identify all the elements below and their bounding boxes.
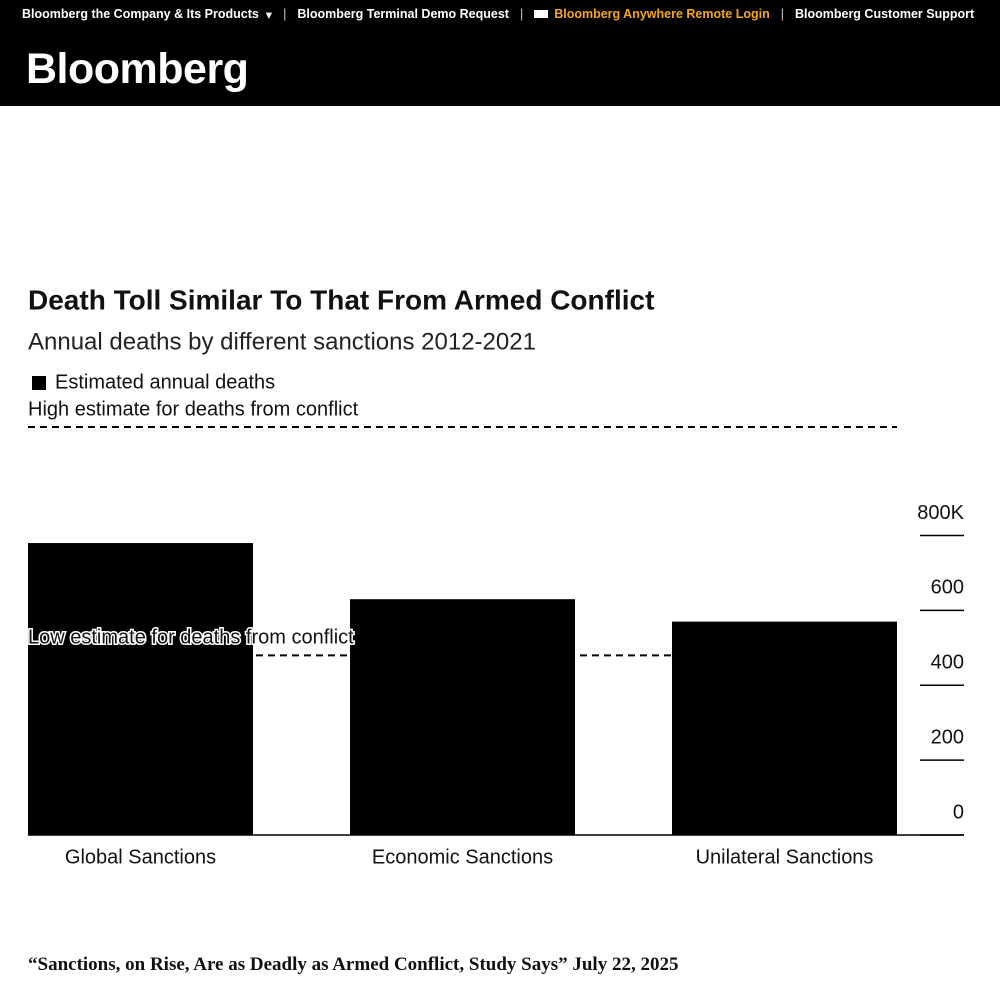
- y-tick-label: 400: [931, 652, 964, 674]
- caption: “Sanctions, on Rise, Are as Deadly as Ar…: [28, 954, 679, 975]
- nav-link[interactable]: Bloomberg Terminal Demo Request: [297, 7, 509, 21]
- y-tick-label: 600: [931, 577, 964, 599]
- nav-bar: Bloomberg the Company & Its Products ▾ |…: [22, 5, 974, 23]
- x-tick-label: Global Sanctions: [65, 846, 216, 868]
- header: Bloomberg the Company & Its Products ▾ |…: [0, 0, 1000, 106]
- bar: [672, 621, 897, 835]
- reference-label: High estimate for deaths from conflict: [28, 398, 359, 420]
- legend-swatch: [32, 376, 46, 390]
- reference-label: Low estimate for deaths from conflict: [28, 627, 354, 649]
- separator: |: [519, 7, 524, 21]
- chart-subtitle: Annual deaths by different sanctions 201…: [28, 328, 536, 355]
- terminal-icon: [534, 10, 549, 18]
- bar: [28, 543, 253, 835]
- chart-title: Death Toll Similar To That From Armed Co…: [28, 284, 654, 315]
- x-tick-label: Unilateral Sanctions: [696, 846, 874, 868]
- legend-label: Estimated annual deaths: [55, 371, 275, 393]
- separator: |: [780, 7, 784, 21]
- separator: |: [283, 7, 287, 21]
- logo[interactable]: Bloomberg: [26, 45, 249, 93]
- y-tick-label: 0: [953, 801, 964, 823]
- nav-link[interactable]: Bloomberg the Company & Its Products: [22, 7, 259, 21]
- x-tick-label: Economic Sanctions: [372, 846, 553, 868]
- dropdown-arrow[interactable]: ▾: [258, 7, 273, 22]
- y-tick-label: 800K: [917, 502, 964, 524]
- nav-link[interactable]: Bloomberg Customer Support: [794, 7, 975, 21]
- bar: [350, 599, 575, 835]
- nav-link[interactable]: Bloomberg Anywhere Remote Login: [554, 7, 770, 21]
- y-tick-label: 200: [931, 726, 964, 748]
